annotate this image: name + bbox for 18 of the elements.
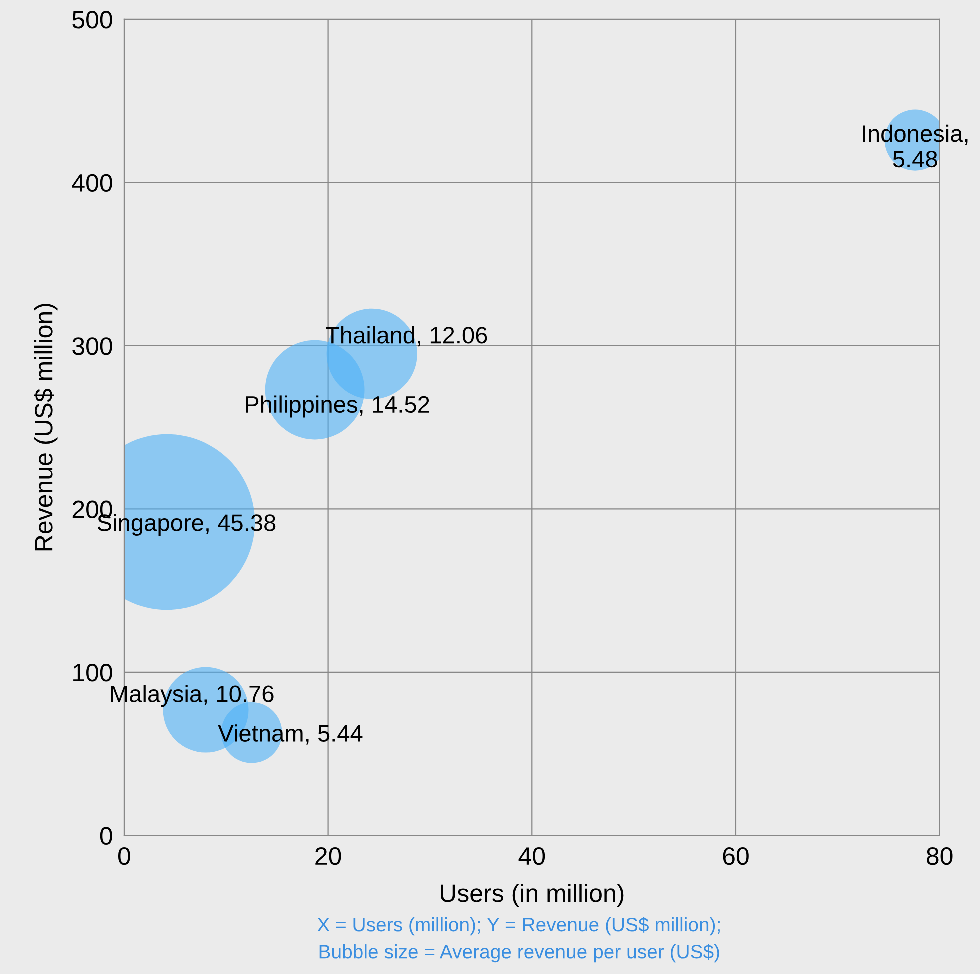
text: X = Users (million); Y = Revenue (US$ million); Bubble size = Average revenue per user (US$) [318,917,720,963]
x-tick-label: 60 [723,847,749,866]
y-tick-label: 100 [74,664,112,682]
annotation: Indonesia, 5.48 [863,124,968,168]
y-tick-label: 300 [72,338,112,356]
annotation: Malaysia, 10.76 [111,685,274,708]
annotation: Vietnam, 5.44 [218,724,363,745]
y-tick-label: 400 [72,174,112,192]
x-tick-label: 80 [927,847,953,866]
x-axis-title: Users (in million) [441,884,624,908]
x-tick-label: 40 [518,847,546,866]
y-tick-label: 0 [100,827,112,845]
x-tick-label: 0 [118,847,130,866]
y-axis-title: Revenue (US$ million) [34,304,58,551]
annotation: Philippines, 14.52 [246,396,430,418]
y-tick-label: 500 [72,11,112,29]
annotation: Thailand, 12.06 [326,326,488,347]
x-tick-label: 20 [316,847,342,866]
